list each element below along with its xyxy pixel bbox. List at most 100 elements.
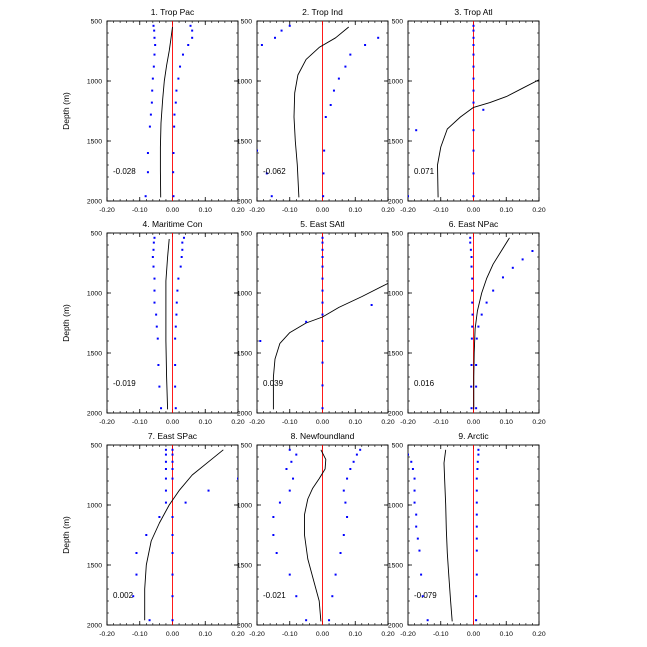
data-dot xyxy=(153,53,156,56)
data-dot xyxy=(370,304,373,306)
panel-annotation: -0.079 xyxy=(414,591,437,600)
data-dot xyxy=(151,89,154,92)
data-dot xyxy=(475,385,478,388)
plot-area xyxy=(144,21,194,201)
x-tick-label: -0.10 xyxy=(132,631,148,638)
data-dot xyxy=(322,172,325,175)
data-dot xyxy=(174,364,177,366)
data-dot xyxy=(278,501,281,504)
data-dot xyxy=(329,104,332,106)
panel-annotation: -0.019 xyxy=(113,379,136,388)
profile-line xyxy=(165,238,170,410)
data-dot xyxy=(477,448,480,451)
panel-annotation: 0.039 xyxy=(263,379,284,388)
x-tick-label: 0.20 xyxy=(231,631,244,638)
y-tick-label: 500 xyxy=(392,19,404,26)
y-tick-label: 1000 xyxy=(87,79,102,86)
data-dot xyxy=(475,513,478,516)
data-dot xyxy=(152,65,155,68)
data-dot xyxy=(321,313,324,316)
data-dot xyxy=(472,89,475,92)
panel-title: 8. Newfoundland xyxy=(291,431,355,441)
data-dot xyxy=(346,516,349,518)
data-dot xyxy=(171,460,174,463)
data-dot xyxy=(511,266,514,269)
data-dot xyxy=(415,129,418,132)
data-dot xyxy=(181,241,184,244)
data-dot xyxy=(470,256,473,258)
data-dot xyxy=(472,65,475,68)
y-tick-label: 1500 xyxy=(87,563,102,570)
data-dot xyxy=(322,195,325,198)
data-dot xyxy=(153,277,156,280)
data-dot xyxy=(349,468,352,470)
plot-area xyxy=(259,233,388,413)
x-tick-label: 0.20 xyxy=(231,207,244,214)
data-dot xyxy=(321,289,324,292)
data-dot xyxy=(191,36,194,39)
y-tick-label: 500 xyxy=(392,231,404,238)
y-tick-label: 500 xyxy=(241,19,253,26)
y-tick-label: 1000 xyxy=(388,79,403,86)
panel-annotation: 0.002 xyxy=(113,591,134,600)
data-dot xyxy=(153,301,156,304)
data-dot xyxy=(164,489,167,492)
data-dot xyxy=(174,101,177,104)
x-tick-label: 0.20 xyxy=(532,631,545,638)
x-tick-label: -0.20 xyxy=(400,419,416,426)
panel-annotation: 0.016 xyxy=(414,379,435,388)
data-dot xyxy=(179,65,182,68)
y-tick-label: 1500 xyxy=(388,139,403,146)
panel-3: 3. Trop Atl -0.20 -0.10 0.00 0.10 0.20 500 1000… xyxy=(388,7,546,214)
data-dot xyxy=(352,460,355,463)
panel-annotation: -0.028 xyxy=(113,167,136,176)
panel-8: 8. Newfoundland -0.20 -0.10 0.00 0.10 0.20 500… xyxy=(237,431,395,638)
data-dot xyxy=(476,468,479,470)
x-tick-label: -0.20 xyxy=(99,419,115,426)
data-dot xyxy=(290,460,293,463)
y-axis-label: Depth (m) xyxy=(61,516,71,554)
data-dot xyxy=(470,385,473,388)
data-dot xyxy=(177,277,180,280)
profile-line xyxy=(293,26,349,198)
data-dot xyxy=(135,552,138,554)
y-tick-label: 1500 xyxy=(87,351,102,358)
data-dot xyxy=(288,489,291,492)
data-dot xyxy=(172,152,175,154)
data-dot xyxy=(332,89,335,92)
x-tick-label: 0.20 xyxy=(381,207,394,214)
data-dot xyxy=(475,501,478,504)
x-tick-label: 0.10 xyxy=(199,207,212,214)
data-dot xyxy=(470,364,473,366)
panel-title: 3. Trop Atl xyxy=(454,7,492,17)
x-tick-label: 0.20 xyxy=(381,631,394,638)
data-dot xyxy=(408,195,409,198)
data-dot xyxy=(288,24,291,27)
data-dot xyxy=(531,250,534,252)
data-dot xyxy=(475,595,478,598)
data-dot xyxy=(181,53,184,56)
plot-area xyxy=(408,445,480,625)
data-dot xyxy=(272,534,275,536)
profile-line xyxy=(159,26,173,198)
data-dot xyxy=(469,241,472,244)
y-tick-label: 1500 xyxy=(237,563,252,570)
data-dot xyxy=(155,325,158,328)
data-dot xyxy=(415,525,418,528)
data-dot xyxy=(331,595,334,598)
data-dot xyxy=(175,301,178,304)
data-dot xyxy=(172,195,175,198)
data-dot xyxy=(377,36,380,39)
x-tick-label: -0.10 xyxy=(282,419,298,426)
data-dot xyxy=(321,236,324,239)
x-tick-label: -0.20 xyxy=(249,631,265,638)
y-tick-label: 500 xyxy=(91,231,103,238)
data-dot xyxy=(346,477,349,480)
x-tick-label: 0.10 xyxy=(500,631,513,638)
data-dot xyxy=(471,289,474,292)
data-dot xyxy=(173,125,176,128)
data-dot xyxy=(337,77,340,80)
y-tick-label: 1500 xyxy=(87,139,102,146)
data-dot xyxy=(176,289,179,292)
